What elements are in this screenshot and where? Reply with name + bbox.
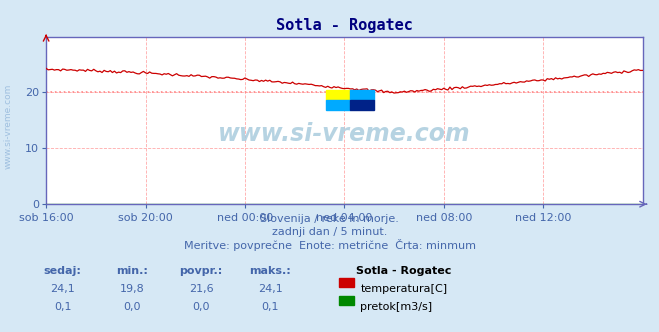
Text: pretok[m3/s]: pretok[m3/s] <box>360 302 432 312</box>
Text: www.si-vreme.com: www.si-vreme.com <box>218 122 471 146</box>
Text: 0,1: 0,1 <box>262 302 279 312</box>
Bar <box>351 100 374 110</box>
Text: 0,0: 0,0 <box>192 302 210 312</box>
Text: 19,8: 19,8 <box>119 284 144 294</box>
Bar <box>326 90 351 100</box>
Text: 24,1: 24,1 <box>258 284 283 294</box>
Text: povpr.:: povpr.: <box>179 266 223 276</box>
Text: www.si-vreme.com: www.si-vreme.com <box>3 83 13 169</box>
Bar <box>351 90 374 100</box>
Text: Slovenija / reke in morje.: Slovenija / reke in morje. <box>260 214 399 224</box>
Title: Sotla - Rogatec: Sotla - Rogatec <box>276 18 413 33</box>
Bar <box>326 100 351 110</box>
Text: 21,6: 21,6 <box>188 284 214 294</box>
Text: min.:: min.: <box>116 266 148 276</box>
Text: maks.:: maks.: <box>249 266 291 276</box>
Text: sedaj:: sedaj: <box>43 266 82 276</box>
Text: temperatura[C]: temperatura[C] <box>360 284 447 294</box>
Text: 24,1: 24,1 <box>50 284 75 294</box>
Text: Meritve: povprečne  Enote: metrične  Črta: minmum: Meritve: povprečne Enote: metrične Črta:… <box>183 239 476 251</box>
Text: zadnji dan / 5 minut.: zadnji dan / 5 minut. <box>272 227 387 237</box>
Text: 0,0: 0,0 <box>123 302 140 312</box>
Text: Sotla - Rogatec: Sotla - Rogatec <box>356 266 451 276</box>
Text: 0,1: 0,1 <box>54 302 71 312</box>
